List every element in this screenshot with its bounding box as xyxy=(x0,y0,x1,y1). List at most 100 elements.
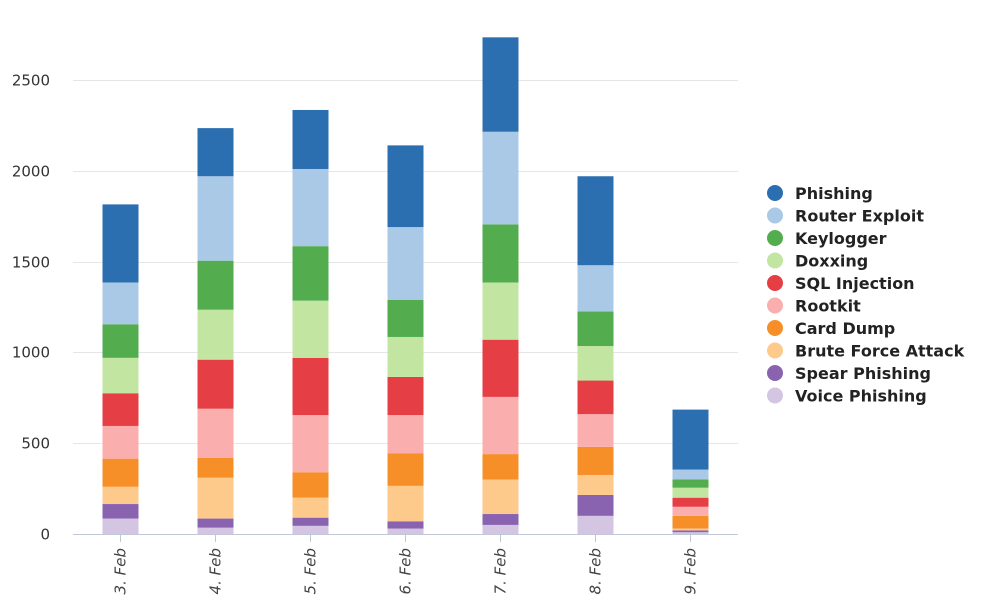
bar-segment xyxy=(197,477,234,519)
x-tick-label: 8. Feb xyxy=(587,548,605,594)
bar-segment xyxy=(672,530,709,533)
bar-segment xyxy=(102,393,139,426)
bar-segment xyxy=(102,518,139,534)
bar-segment xyxy=(102,425,139,459)
legend-marker xyxy=(767,342,783,359)
bar-segment xyxy=(102,357,139,394)
bar-segment xyxy=(102,458,139,487)
bar-segment xyxy=(387,521,424,529)
y-tick-label: 500 xyxy=(21,435,50,453)
bar-segment xyxy=(292,300,329,358)
bar-segment xyxy=(577,515,614,534)
bar-segment xyxy=(387,227,424,300)
bar-segment xyxy=(482,224,519,283)
bar-segment xyxy=(292,168,329,247)
bar-segment xyxy=(482,514,519,525)
legend: Phishing Router Exploit Keylogger Doxxing SQ… xyxy=(767,184,965,406)
bar-segment xyxy=(292,246,329,301)
bar-segment xyxy=(577,265,614,312)
bar-segment xyxy=(387,336,424,377)
bar-segment xyxy=(672,479,709,488)
legend-marker xyxy=(767,297,783,314)
legend-label: Spear Phishing xyxy=(795,364,931,383)
bar-segment xyxy=(482,282,519,340)
x-axis: 3. Feb 4. Feb 5. Feb 6. Feb 7. Feb 8. Feb 9. F… xyxy=(112,534,700,594)
bar-segment xyxy=(577,414,614,447)
legend-label: Router Exploit xyxy=(795,207,924,226)
bars xyxy=(102,37,709,534)
y-tick-label: 2000 xyxy=(12,163,50,181)
bar-segment xyxy=(292,525,329,534)
legend-label: Brute Force Attack xyxy=(795,342,965,361)
bar-segment xyxy=(102,504,139,519)
y-tick-label: 2500 xyxy=(12,72,50,90)
bar-segment xyxy=(387,485,424,522)
bar-segment xyxy=(102,486,139,505)
bar-segment xyxy=(387,453,424,486)
bar-segment xyxy=(577,176,614,266)
legend-label: Card Dump xyxy=(795,319,895,338)
legend-marker xyxy=(767,387,783,404)
bar-segment xyxy=(387,145,424,228)
bar-segment xyxy=(577,346,614,381)
bar-segment xyxy=(102,324,139,358)
bar-segment xyxy=(482,396,519,455)
legend-label: Rootkit xyxy=(795,297,861,316)
bar-segment xyxy=(292,109,329,169)
bar-segment xyxy=(197,128,234,177)
legend-label: Voice Phishing xyxy=(795,387,927,406)
bar-segment xyxy=(672,515,709,529)
x-tick-label: 9. Feb xyxy=(682,548,700,594)
bar-segment xyxy=(387,299,424,337)
bar-segment xyxy=(292,415,329,473)
bar-segment xyxy=(102,282,139,325)
bar-segment xyxy=(197,457,234,478)
bar-segment xyxy=(577,494,614,516)
y-axis: 0 500 1000 1500 2000 2500 xyxy=(12,72,50,544)
bar-segment xyxy=(672,528,709,531)
bar-segment xyxy=(197,408,234,458)
bar-segment xyxy=(672,506,709,516)
bar-segment xyxy=(387,376,424,416)
bar-segment xyxy=(482,479,519,515)
bar-segment xyxy=(197,309,234,360)
x-tick-label: 3. Feb xyxy=(112,548,130,594)
bar-segment xyxy=(672,487,709,498)
bar-segment xyxy=(577,474,614,495)
y-tick-label: 1500 xyxy=(12,254,50,272)
bar-segment xyxy=(482,131,519,225)
legend-marker xyxy=(767,320,783,336)
bar-segment xyxy=(197,518,234,528)
bar-segment xyxy=(672,469,709,480)
x-tick-label: 6. Feb xyxy=(397,548,415,594)
bar-segment xyxy=(577,380,614,415)
bar-segment xyxy=(577,446,614,475)
bar-segment xyxy=(197,359,234,409)
legend-marker xyxy=(767,252,783,269)
bar-segment xyxy=(387,415,424,454)
legend-marker xyxy=(767,365,783,381)
legend-marker xyxy=(767,207,783,224)
legend-label: Phishing xyxy=(795,184,873,203)
bar-segment xyxy=(482,524,519,534)
bar-segment xyxy=(292,497,329,518)
bar-segment xyxy=(482,339,519,397)
bar-segment xyxy=(387,528,424,534)
x-tick-label: 7. Feb xyxy=(492,548,510,594)
legend-label: SQL Injection xyxy=(795,274,915,293)
legend-marker xyxy=(767,275,783,291)
bar-segment xyxy=(197,176,234,261)
x-tick-label: 4. Feb xyxy=(207,548,225,594)
bar-segment xyxy=(672,409,709,470)
bar-segment xyxy=(102,204,139,283)
bar-segment xyxy=(197,260,234,310)
bar-segment xyxy=(577,311,614,347)
y-tick-label: 1000 xyxy=(12,344,50,362)
legend-label: Doxxing xyxy=(795,252,868,271)
bar-segment xyxy=(672,532,709,534)
legend-marker xyxy=(767,230,783,246)
legend-label: Keylogger xyxy=(795,229,887,248)
bar-segment xyxy=(292,472,329,498)
y-tick-label: 0 xyxy=(40,526,50,544)
